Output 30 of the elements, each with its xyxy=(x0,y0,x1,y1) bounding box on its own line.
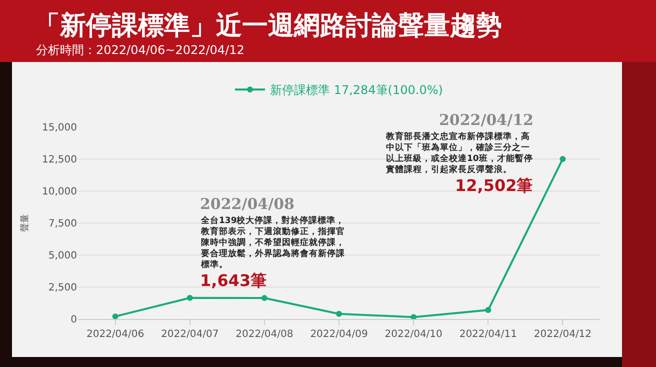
annotation: 2022/04/12 xyxy=(439,111,534,129)
legend-label: 新停課標準 17,284筆(100.0%) xyxy=(270,83,443,98)
point xyxy=(560,156,566,162)
annotation: 12,502筆 xyxy=(455,176,533,195)
x-tick-label: 2022/04/09 xyxy=(310,329,368,340)
point xyxy=(186,294,193,301)
x-tick-label: 2022/04/06 xyxy=(86,329,144,340)
y-tick-label: 15,000 xyxy=(42,122,77,134)
x-tick-label: 2022/04/07 xyxy=(161,329,219,340)
annotation: 1,643筆 xyxy=(200,271,267,290)
y-tick-label: 5,000 xyxy=(48,250,77,262)
x-tick-label: 2022/04/08 xyxy=(236,329,294,340)
y-axis-title: 聲量 xyxy=(19,214,30,232)
point xyxy=(112,313,118,320)
y-tick-label: 0 xyxy=(70,314,77,326)
chart-subtitle: 分析時間：2022/04/06~2022/04/12 xyxy=(36,42,244,59)
point xyxy=(485,307,492,314)
point xyxy=(261,294,268,301)
annotation: 全台139校大停課，對於停課標準，教育部表示，下週滾動修正，指揮官陳時中強調，不希望因輕症就停課，要合理放鬆，外界認為將會有新停課標準。 xyxy=(200,215,346,270)
x-tick-label: 2022/04/12 xyxy=(534,329,592,340)
y-tick-label: 12,500 xyxy=(42,154,77,166)
annotation: 教育部長潘文忠宣布新停課標準，高中以下「班為單位」，確診三分之一以上班級，或全校達10班，才能暫停實體課程，引起家長反彈聲浪。 xyxy=(385,130,533,176)
y-tick-label: 2,500 xyxy=(48,282,77,294)
x-tick-label: 2022/04/11 xyxy=(459,329,517,340)
annotation: 2022/04/08 xyxy=(200,195,294,213)
chart-title: 「新停課標準」近一週網路討論聲量趨勢 xyxy=(34,10,502,43)
y-tick-label: 7,500 xyxy=(48,218,77,230)
point xyxy=(336,310,342,317)
x-tick-label: 2022/04/10 xyxy=(384,329,442,340)
y-tick-label: 10,000 xyxy=(42,186,77,198)
